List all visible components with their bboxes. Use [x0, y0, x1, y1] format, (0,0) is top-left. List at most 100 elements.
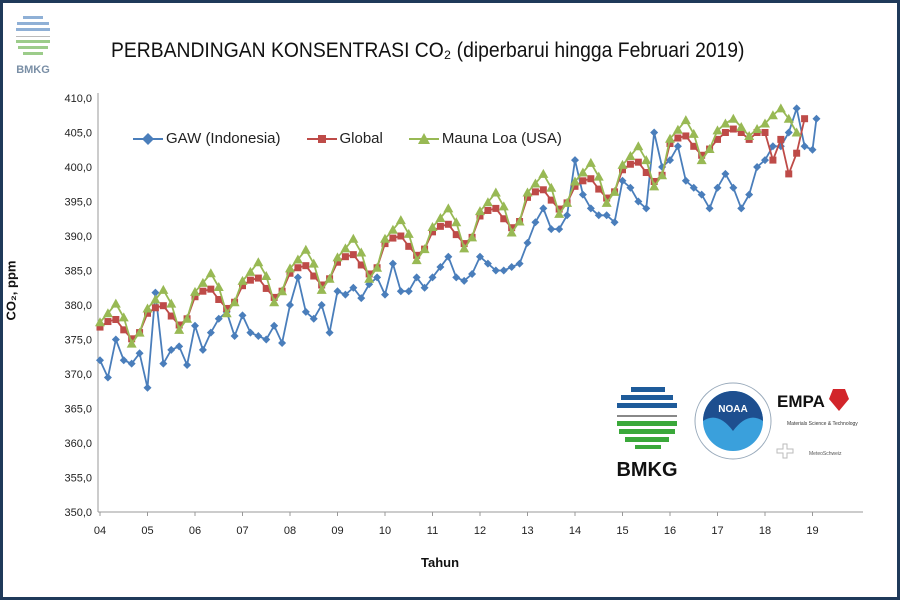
data-point-mauna-loa: [490, 187, 501, 197]
x-tick-label: 04: [94, 525, 106, 537]
data-point-gaw: [586, 204, 595, 213]
data-point-global: [587, 175, 595, 183]
data-point-mauna-loa: [791, 127, 802, 137]
data-point-gaw: [293, 273, 302, 282]
data-point-global: [547, 196, 555, 204]
x-tick-label: 18: [759, 525, 771, 537]
data-point-gaw: [127, 359, 136, 368]
data-point-gaw: [666, 156, 674, 165]
data-point-mauna-loa: [411, 255, 422, 265]
data-point-global: [737, 129, 745, 136]
data-point-global: [429, 228, 436, 236]
data-point-mauna-loa: [482, 197, 493, 207]
triangle-marker-icon: [408, 132, 439, 144]
data-point-gaw: [404, 287, 413, 296]
data-point-mauna-loa: [419, 244, 430, 254]
data-point-mauna-loa: [641, 155, 652, 165]
x-tick-label: 06: [189, 525, 201, 537]
data-point-mauna-loa: [324, 273, 335, 283]
data-point-gaw: [119, 356, 128, 365]
data-point-mauna-loa: [261, 271, 272, 281]
data-point-gaw: [309, 314, 318, 323]
data-point-global: [341, 253, 349, 261]
data-point-mauna-loa: [459, 243, 470, 253]
data-point-mauna-loa: [380, 233, 390, 243]
data-point-gaw: [341, 290, 350, 299]
data-point-global: [729, 125, 737, 133]
data-point-gaw: [476, 252, 484, 261]
y-tick-label: 395,0: [64, 197, 92, 209]
data-point-mauna-loa: [514, 216, 525, 226]
data-point-mauna-loa: [316, 284, 327, 294]
y-tick-label: 405,0: [64, 128, 92, 140]
data-point-gaw: [729, 183, 738, 192]
data-point-mauna-loa: [285, 263, 295, 273]
data-point-global: [389, 234, 397, 242]
data-point-gaw: [96, 356, 104, 365]
data-point-gaw: [761, 156, 769, 165]
data-point-global: [500, 215, 508, 223]
legend-item-mauna-loa: Mauna Loa (USA): [408, 130, 562, 147]
data-point-global: [626, 160, 634, 168]
data-point-mauna-loa: [190, 286, 200, 296]
data-point-mauna-loa: [221, 308, 232, 318]
y-tick-label: 400,0: [64, 162, 92, 174]
data-point-gaw: [673, 142, 682, 151]
data-point-global: [682, 132, 690, 140]
data-point-global: [207, 285, 215, 293]
data-point-mauna-loa: [562, 197, 573, 207]
data-point-gaw: [539, 204, 548, 213]
data-point-gaw: [428, 273, 437, 282]
data-point-mauna-loa: [134, 327, 145, 337]
data-point-gaw: [175, 342, 184, 351]
data-point-gaw: [642, 204, 651, 213]
data-point-mauna-loa: [300, 244, 311, 254]
data-point-global: [199, 287, 207, 295]
data-point-global: [239, 282, 246, 290]
data-point-mauna-loa: [704, 144, 715, 154]
data-point-gaw: [325, 328, 334, 337]
data-point-global: [310, 272, 318, 280]
data-point-gaw: [753, 163, 762, 171]
data-point-mauna-loa: [522, 187, 533, 197]
plot-area: 350,0 355,0 360,0 365,0 370,0 375,0 380,0 385,0…: [64, 93, 863, 537]
data-point-mauna-loa: [783, 113, 794, 123]
x-tick-label: 16: [664, 525, 676, 537]
data-point-global: [634, 158, 642, 166]
data-point-global: [151, 304, 159, 312]
legend-label: Global: [339, 130, 383, 147]
data-point-mauna-loa: [372, 262, 383, 272]
x-tick-label: 07: [236, 525, 248, 537]
data-point-mauna-loa: [625, 150, 636, 160]
square-marker-icon: [306, 134, 337, 143]
legend-item-gaw: GAW (Indonesia): [133, 130, 281, 147]
legend-label: Mauna Loa (USA): [441, 130, 562, 147]
data-point-mauna-loa: [633, 141, 644, 151]
data-point-gaw: [563, 211, 572, 220]
data-point-mauna-loa: [118, 312, 129, 322]
meteoswiss-text: MeteoSchweiz: [809, 451, 842, 457]
x-tick-label: 10: [379, 525, 391, 537]
data-point-global: [286, 269, 294, 277]
data-point-mauna-loa: [332, 252, 343, 262]
data-point-gaw: [713, 183, 722, 192]
data-point-global: [246, 276, 254, 284]
data-point-mauna-loa: [443, 203, 454, 213]
data-point-mauna-loa: [712, 125, 723, 135]
legend: GAW (Indonesia) Global Mauna Loa (USA): [133, 130, 562, 147]
data-point-gaw: [737, 204, 746, 213]
data-point-gaw: [388, 259, 397, 268]
data-point-gaw: [357, 294, 366, 303]
empa-subtitle: Materials Science & Technology: [787, 421, 858, 427]
y-tick-label: 360,0: [64, 438, 92, 450]
data-point-mauna-loa: [680, 115, 691, 125]
data-point-global: [254, 274, 262, 282]
data-point-gaw: [270, 321, 279, 330]
data-point-gaw: [491, 266, 500, 275]
data-point-global: [674, 134, 682, 142]
legend-item-global: Global: [306, 130, 383, 147]
data-point-global: [405, 242, 413, 250]
data-point-global: [769, 156, 777, 164]
data-point-global: [761, 129, 769, 136]
data-point-gaw: [618, 176, 627, 185]
